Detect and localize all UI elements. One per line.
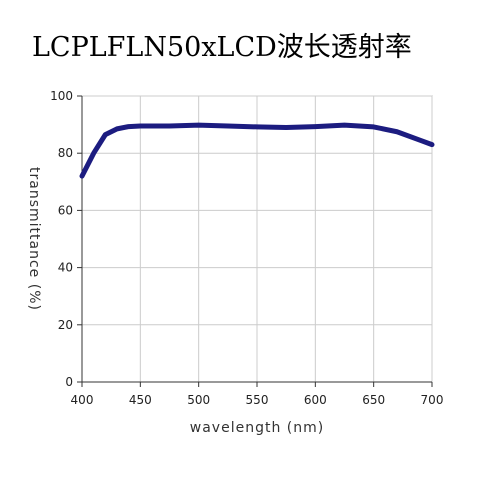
y-tick-label: 20 (58, 318, 73, 332)
chart-title: LCPLFLN50xLCD波长透射率 (32, 32, 412, 63)
y-tick-label: 100 (50, 89, 73, 103)
x-tick-label: 650 (362, 393, 385, 407)
data-line (79, 122, 435, 179)
x-tick-label: 550 (246, 393, 269, 407)
x-tick-label: 450 (129, 393, 152, 407)
y-tick-label: 0 (65, 375, 73, 389)
x-tick-label: 700 (421, 393, 444, 407)
x-axis-label: wavelength (nm) (190, 420, 324, 436)
x-tick-label: 400 (71, 393, 94, 407)
y-tick-label: 80 (58, 146, 73, 160)
x-tick-label: 500 (187, 393, 210, 407)
y-tick-label: 40 (58, 261, 73, 275)
x-tick-label: 600 (304, 393, 327, 407)
y-tick-label: 60 (58, 203, 73, 217)
y-axis-label: transmittance (%) (26, 167, 42, 311)
